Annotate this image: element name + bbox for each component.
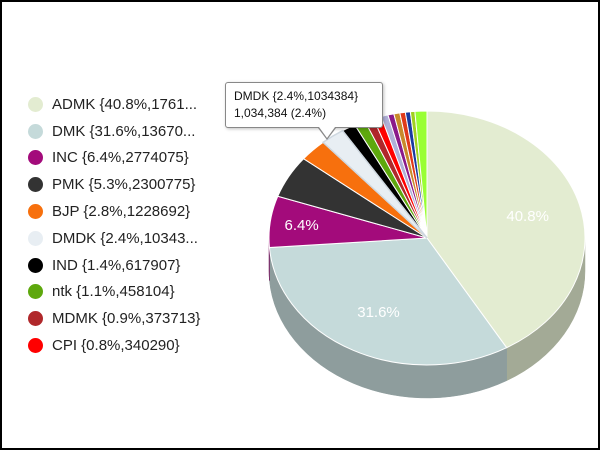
- legend-item[interactable]: PMK {5.3%,2300775}: [28, 171, 238, 198]
- legend-label: DMK {31.6%,13670...: [52, 122, 196, 140]
- legend-item[interactable]: DMDK {2.4%,10343...: [28, 225, 238, 252]
- legend-marker: [28, 284, 43, 300]
- legend-marker: [28, 230, 43, 246]
- legend-label: MDMK {0.9%,373713}: [52, 310, 201, 328]
- chart-legend: ADMK {40.8%,1761... DMK {31.6%,13670... IN…: [28, 91, 238, 359]
- legend-item[interactable]: ADMK {40.8%,1761...: [28, 91, 238, 118]
- legend-marker: [28, 96, 43, 112]
- legend-label: PMK {5.3%,2300775}: [52, 176, 196, 194]
- legend-marker: [28, 204, 43, 220]
- legend-marker: [28, 150, 43, 166]
- slice-percent-label: 31.6%: [357, 304, 400, 321]
- legend-item[interactable]: DMK {31.6%,13670...: [28, 118, 238, 145]
- legend-label: IND {1.4%,617907}: [52, 256, 181, 274]
- legend-marker: [28, 338, 43, 354]
- legend-item[interactable]: INC {6.4%,2774075}: [28, 145, 238, 172]
- tooltip-pointer-fill: [319, 127, 335, 138]
- slice-percent-label: 40.8%: [506, 208, 549, 225]
- legend-item[interactable]: MDMK {0.9%,373713}: [28, 305, 238, 332]
- legend-item[interactable]: CPI {0.8%,340290}: [28, 332, 238, 359]
- pie-slice[interactable]: [426, 110, 586, 349]
- legend-marker: [28, 123, 43, 139]
- legend-item[interactable]: ntk {1.1%,458104}: [28, 279, 238, 306]
- chart-tooltip: DMDK {2.4%,1034384} 1,034,384 (2.4%): [225, 82, 383, 140]
- legend-label: DMDK {2.4%,10343...: [52, 229, 198, 247]
- legend-marker: [28, 177, 43, 193]
- legend-label: ntk {1.1%,458104}: [52, 283, 175, 301]
- legend-label: BJP {2.8%,1228692}: [52, 203, 191, 221]
- legend-item[interactable]: BJP {2.8%,1228692}: [28, 198, 238, 225]
- legend-marker: [28, 311, 43, 327]
- tooltip-value: 1,034,384 (2.4%): [234, 106, 327, 120]
- legend-marker: [28, 257, 43, 273]
- legend-label: INC {6.4%,2774075}: [52, 149, 189, 167]
- slice-percent-label: 6.4%: [285, 217, 319, 234]
- legend-label: CPI {0.8%,340290}: [52, 337, 180, 355]
- legend-item[interactable]: IND {1.4%,617907}: [28, 252, 238, 279]
- pie-slice-labels: 40.8% 31.6% 6.4%: [285, 208, 549, 321]
- pie-slice[interactable]: [414, 110, 428, 239]
- legend-label: ADMK {40.8%,1761...: [52, 95, 198, 113]
- tooltip-title: DMDK {2.4%,1034384}: [234, 89, 359, 103]
- pie-slice[interactable]: [268, 237, 508, 366]
